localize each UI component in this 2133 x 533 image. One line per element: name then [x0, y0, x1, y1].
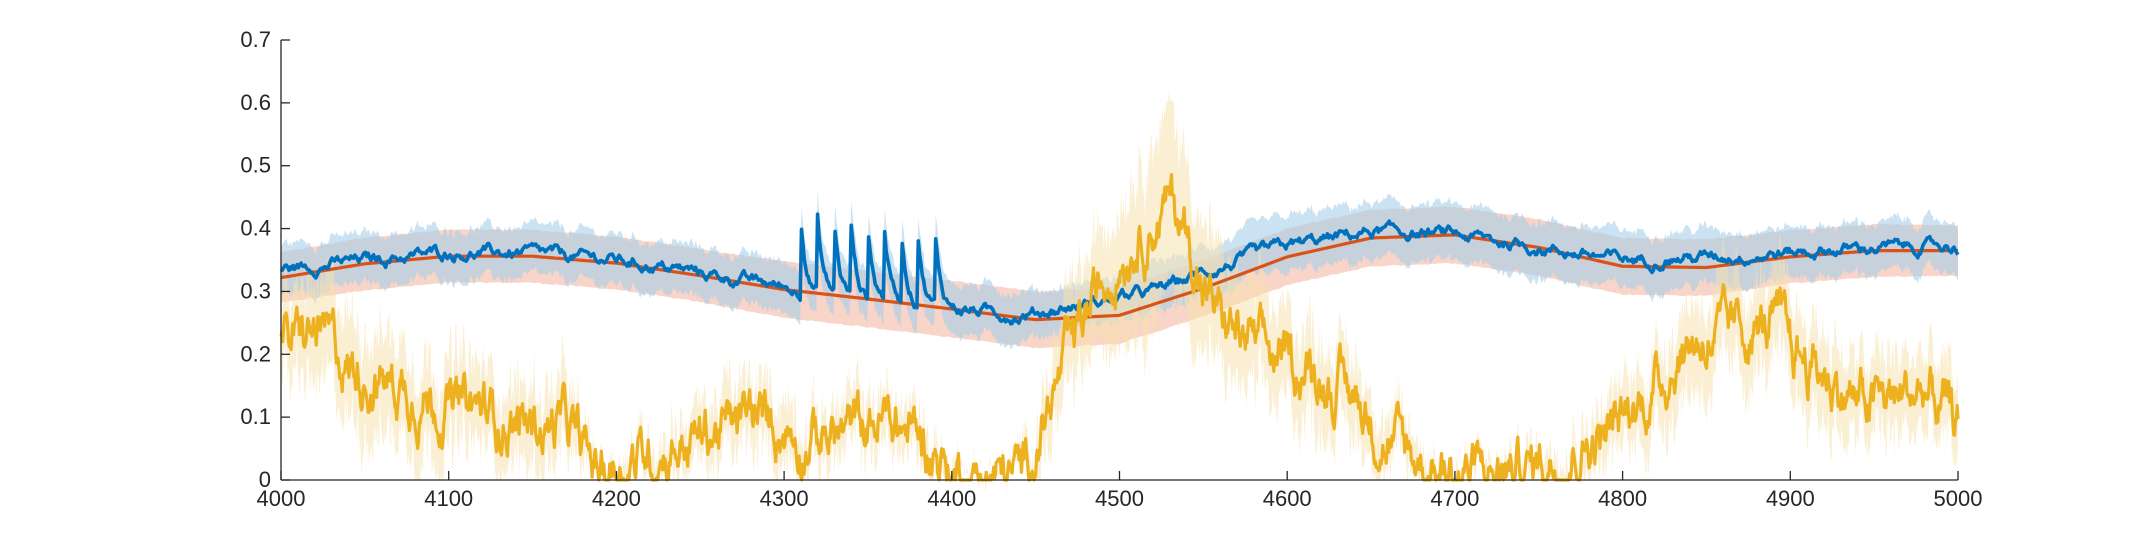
- x-tick-label: 4200: [592, 486, 641, 511]
- x-axis-ticks: 4000 4100 4200 4300 4400 4500 4600 4700 4800 4900…: [257, 471, 1983, 511]
- y-tick-label: 0.1: [240, 404, 271, 429]
- series-lines: [279, 173, 1960, 482]
- x-tick-label: 4500: [1095, 486, 1144, 511]
- y-tick-label: 0.6: [240, 90, 271, 115]
- x-tick-label: 4100: [424, 486, 473, 511]
- x-tick-label: 4900: [1766, 486, 1815, 511]
- y-tick-label: 0.7: [240, 27, 271, 52]
- y-tick-label: 0.5: [240, 153, 271, 178]
- y-axis-ticks: 0 0.1 0.2 0.3 0.4 0.5 0.6 0.7: [240, 27, 290, 492]
- input-series-line: [279, 173, 1960, 482]
- observed-series-band: [281, 188, 1958, 350]
- x-tick-label: 4400: [927, 486, 976, 511]
- observed-series-line: [279, 212, 1960, 326]
- x-tick-label: 4800: [1598, 486, 1647, 511]
- y-tick-label: 0: [259, 467, 271, 492]
- y-tick-label: 0.3: [240, 278, 271, 303]
- y-tick-label: 0.4: [240, 216, 271, 241]
- x-tick-label: 5000: [1934, 486, 1983, 511]
- x-tick-label: 4700: [1430, 486, 1479, 511]
- x-tick-label: 4300: [760, 486, 809, 511]
- x-tick-label: 4600: [1263, 486, 1312, 511]
- y-tick-label: 0.2: [240, 341, 271, 366]
- x-tick-label: 4000: [257, 486, 306, 511]
- predicted-series-line: [280, 233, 1958, 322]
